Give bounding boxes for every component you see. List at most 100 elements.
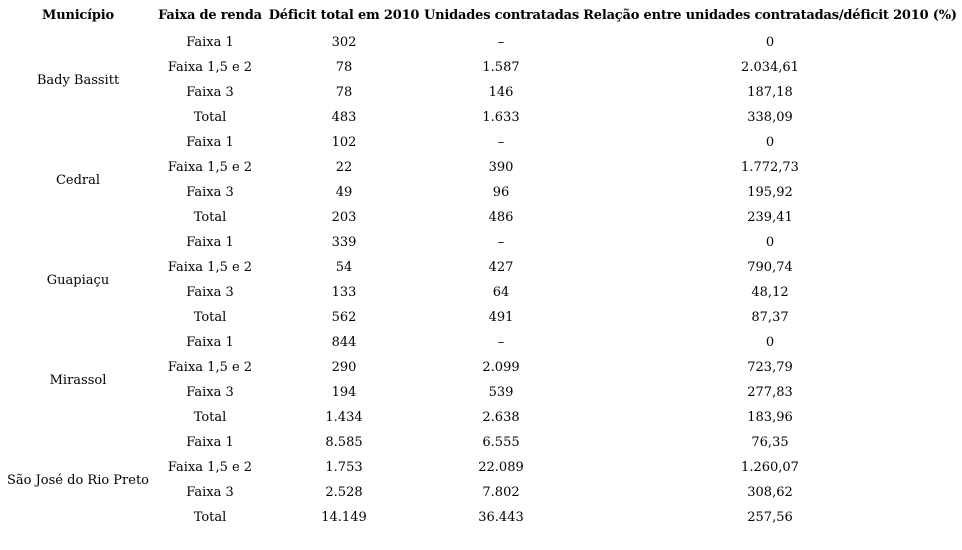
- relacao-percent-cell: 0: [765, 135, 775, 150]
- unidades-contratadas-cell: 146: [488, 85, 514, 100]
- relacao-percent-cell: 48,12: [751, 285, 789, 300]
- relacao-percent-cell: 195,92: [747, 185, 793, 200]
- table-row: Faixa 3 2.528 7.802 308,62: [0, 480, 962, 505]
- table-row: Mirassol Faixa 1 844 – 0: [0, 330, 962, 388]
- faixa-de-renda-cell: Total: [193, 410, 227, 425]
- deficit-total-cell: 133: [331, 285, 357, 300]
- table-row: Total 14.149 36.443 257,56: [0, 505, 962, 530]
- unidades-contratadas-cell: 2.638: [482, 410, 520, 425]
- deficit-total-cell: 194: [331, 385, 357, 400]
- deficit-total-cell: 102: [331, 135, 357, 150]
- relacao-percent-cell: 308,62: [747, 485, 793, 500]
- deficit-total-cell: 54: [335, 260, 353, 275]
- table-row: Faixa 3 194 539 277,83: [0, 380, 962, 405]
- deficit-total-cell: 78: [335, 60, 353, 75]
- table-row: Total 1.434 2.638 183,96: [0, 405, 962, 430]
- municipality-cell: Guapiaçu: [46, 272, 110, 288]
- header-row: Município Faixa de renda Déficit total e…: [0, 0, 962, 30]
- table-row: Faixa 1,5 e 2 54 427 790,74: [0, 255, 962, 280]
- deficit-total-cell: 203: [331, 210, 357, 225]
- unidades-contratadas-cell: –: [497, 135, 505, 150]
- relacao-percent-cell: 0: [765, 35, 775, 50]
- deficit-total-cell: 49: [335, 185, 353, 200]
- faixa-de-renda-cell: Total: [193, 510, 227, 525]
- faixa-de-renda-cell: Faixa 1,5 e 2: [167, 60, 253, 75]
- faixa-de-renda-cell: Faixa 3: [186, 85, 234, 100]
- relacao-percent-cell: 790,74: [747, 260, 793, 275]
- deficit-total-cell: 339: [331, 235, 357, 250]
- table-row: Faixa 1,5 e 2 22 390 1.772,73: [0, 155, 962, 180]
- relacao-percent-cell: 1.772,73: [741, 160, 799, 175]
- municipality-cell: São José do Rio Preto: [6, 472, 150, 488]
- col-header-municipio: Município: [42, 7, 114, 23]
- unidades-contratadas-cell: 64: [492, 285, 510, 300]
- deficit-total-cell: 8.585: [325, 435, 363, 450]
- unidades-contratadas-cell: 7.802: [482, 485, 520, 500]
- table-row: São José do Rio Preto Faixa 1 8.585 6.555 76…: [0, 430, 962, 488]
- unidades-contratadas-cell: 22.089: [478, 460, 524, 475]
- table-row: Faixa 1,5 e 2 1.753 22.089 1.260,07: [0, 455, 962, 480]
- unidades-contratadas-cell: 486: [488, 210, 514, 225]
- faixa-de-renda-cell: Faixa 1,5 e 2: [167, 160, 253, 175]
- table-row: Faixa 3 133 64 48,12: [0, 280, 962, 305]
- unidades-contratadas-cell: 36.443: [478, 510, 524, 525]
- unidades-contratadas-cell: 491: [488, 310, 514, 325]
- deficit-total-cell: 562: [331, 310, 357, 325]
- municipality-cell: Mirassol: [49, 372, 107, 388]
- unidades-contratadas-cell: –: [497, 35, 505, 50]
- unidades-contratadas-cell: 539: [488, 385, 514, 400]
- col-header-deficit-total-2010: Déficit total em 2010: [268, 7, 420, 23]
- faixa-de-renda-cell: Faixa 3: [186, 385, 234, 400]
- faixa-de-renda-cell: Faixa 3: [186, 185, 234, 200]
- table-body: Bady Bassitt Faixa 1 302 – 0 Faixa 1,5 e 2 78 1…: [0, 30, 962, 530]
- deficit-total-cell: 1.434: [325, 410, 363, 425]
- faixa-de-renda-cell: Faixa 1: [186, 35, 234, 50]
- table-row: Faixa 1,5 e 2 290 2.099 723,79: [0, 355, 962, 380]
- table-row: Faixa 3 78 146 187,18: [0, 80, 962, 105]
- relacao-percent-cell: 277,83: [747, 385, 793, 400]
- faixa-de-renda-cell: Faixa 1: [186, 435, 234, 450]
- table-row: Cedral Faixa 1 102 – 0: [0, 130, 962, 188]
- unidades-contratadas-cell: 390: [488, 160, 514, 175]
- faixa-de-renda-cell: Faixa 1,5 e 2: [167, 360, 253, 375]
- municipality-cell: Bady Bassitt: [36, 72, 120, 88]
- table-row: Guapiaçu Faixa 1 339 – 0: [0, 230, 962, 288]
- col-header-relacao-percent: Relação entre unidades contratadas/défic…: [583, 7, 957, 23]
- unidades-contratadas-cell: 96: [492, 185, 510, 200]
- faixa-de-renda-cell: Faixa 1,5 e 2: [167, 460, 253, 475]
- col-header-faixa-de-renda: Faixa de renda: [158, 7, 262, 23]
- relacao-percent-cell: 239,41: [747, 210, 793, 225]
- municipality-cell: Cedral: [55, 172, 101, 188]
- unidades-contratadas-cell: –: [497, 235, 505, 250]
- relacao-percent-cell: 338,09: [747, 110, 793, 125]
- relacao-percent-cell: 2.034,61: [741, 60, 799, 75]
- table-row: Total 203 486 239,41: [0, 205, 962, 230]
- faixa-de-renda-cell: Faixa 1: [186, 235, 234, 250]
- faixa-de-renda-cell: Faixa 1,5 e 2: [167, 260, 253, 275]
- unidades-contratadas-cell: 6.555: [482, 435, 520, 450]
- table-row: Faixa 3 49 96 195,92: [0, 180, 962, 205]
- relacao-percent-cell: 187,18: [747, 85, 793, 100]
- deficit-total-cell: 1.753: [325, 460, 363, 475]
- deficit-total-cell: 844: [331, 335, 357, 350]
- faixa-de-renda-cell: Total: [193, 210, 227, 225]
- relacao-percent-cell: 87,37: [751, 310, 789, 325]
- relacao-percent-cell: 0: [765, 235, 775, 250]
- faixa-de-renda-cell: Total: [193, 110, 227, 125]
- table-row: Total 562 491 87,37: [0, 305, 962, 330]
- deficit-total-cell: 302: [331, 35, 357, 50]
- col-header-unidades-contratadas: Unidades contratadas: [424, 7, 580, 23]
- faixa-de-renda-cell: Faixa 1: [186, 135, 234, 150]
- deficit-total-cell: 14.149: [321, 510, 367, 525]
- unidades-contratadas-cell: 427: [488, 260, 514, 275]
- relacao-percent-cell: 257,56: [747, 510, 793, 525]
- deficit-total-cell: 2.528: [325, 485, 363, 500]
- housing-deficit-table: Município Faixa de renda Déficit total e…: [0, 0, 962, 530]
- faixa-de-renda-cell: Total: [193, 310, 227, 325]
- table-row: Total 483 1.633 338,09: [0, 105, 962, 130]
- faixa-de-renda-cell: Faixa 3: [186, 285, 234, 300]
- deficit-total-cell: 22: [335, 160, 353, 175]
- deficit-total-cell: 483: [331, 110, 357, 125]
- deficit-total-cell: 78: [335, 85, 353, 100]
- relacao-percent-cell: 76,35: [751, 435, 789, 450]
